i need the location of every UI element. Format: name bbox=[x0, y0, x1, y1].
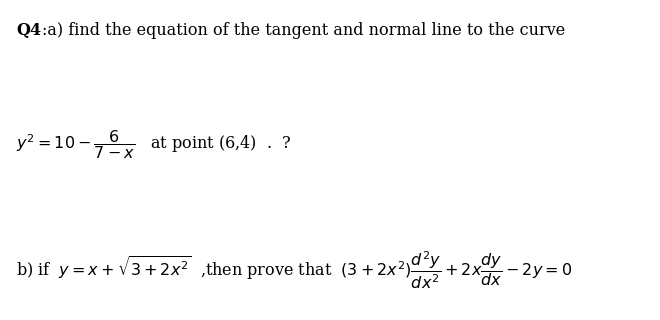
Text: b) if  $y = x + \sqrt{3 + 2x^2}$  ,then prove that  $(3+2x^2)\dfrac{d^2y}{dx^2} : b) if $y = x + \sqrt{3 + 2x^2}$ ,then pr… bbox=[16, 250, 573, 291]
Text: Q4: Q4 bbox=[16, 22, 42, 39]
Text: $y^2 = 10 - \dfrac{6}{7-x}$   at point (6,4)  .  ?: $y^2 = 10 - \dfrac{6}{7-x}$ at point (6,… bbox=[16, 128, 292, 161]
Text: :a) find the equation of the tangent and normal line to the curve: :a) find the equation of the tangent and… bbox=[42, 22, 565, 39]
